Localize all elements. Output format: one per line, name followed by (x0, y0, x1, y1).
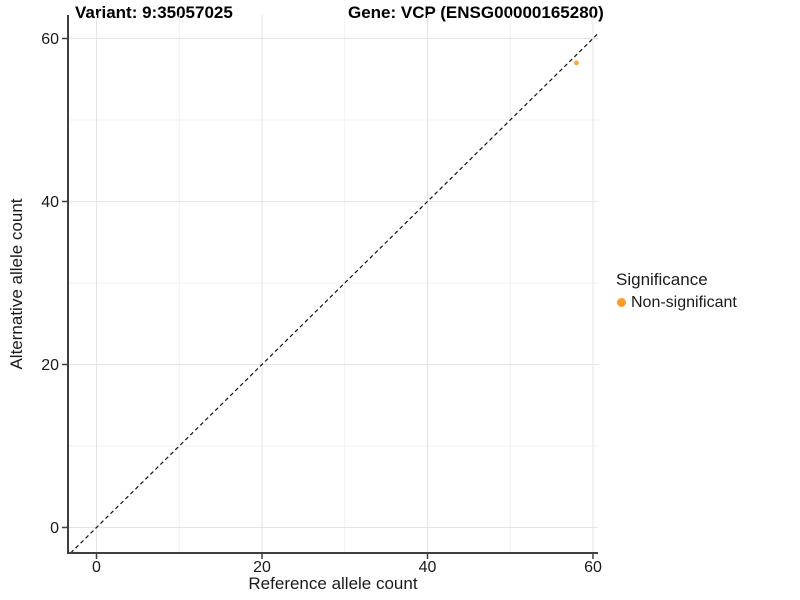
x-tick-label: 0 (92, 559, 101, 576)
x-tick-label: 60 (584, 559, 602, 576)
gene-title: Gene: VCP (ENSG00000165280) (348, 3, 604, 22)
legend-item-label: Non-significant (631, 294, 737, 311)
identity-dashed-line (70, 33, 599, 554)
y-tick-label: 20 (41, 357, 59, 374)
data-point (574, 60, 579, 66)
y-tick-label: 40 (41, 194, 59, 211)
legend: Significance Non-significant (616, 269, 737, 313)
legend-title: Significance (616, 270, 708, 289)
y-axis-label: Alternative allele count (7, 198, 26, 370)
variant-title: Variant: 9:35057025 (75, 3, 233, 22)
y-tick-label: 60 (41, 31, 59, 48)
x-axis-label: Reference allele count (248, 574, 418, 593)
y-tick-label: 0 (50, 520, 59, 537)
x-tick-label: 40 (419, 559, 437, 576)
orange-circle-icon (617, 298, 626, 307)
x-tick-label: 20 (253, 559, 271, 576)
legend-item-nonsignificant: Non-significant (616, 292, 737, 313)
